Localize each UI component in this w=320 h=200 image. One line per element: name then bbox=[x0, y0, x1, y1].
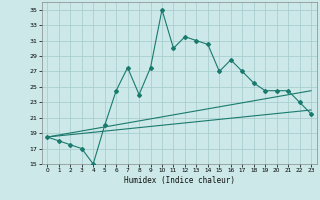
X-axis label: Humidex (Indice chaleur): Humidex (Indice chaleur) bbox=[124, 176, 235, 185]
